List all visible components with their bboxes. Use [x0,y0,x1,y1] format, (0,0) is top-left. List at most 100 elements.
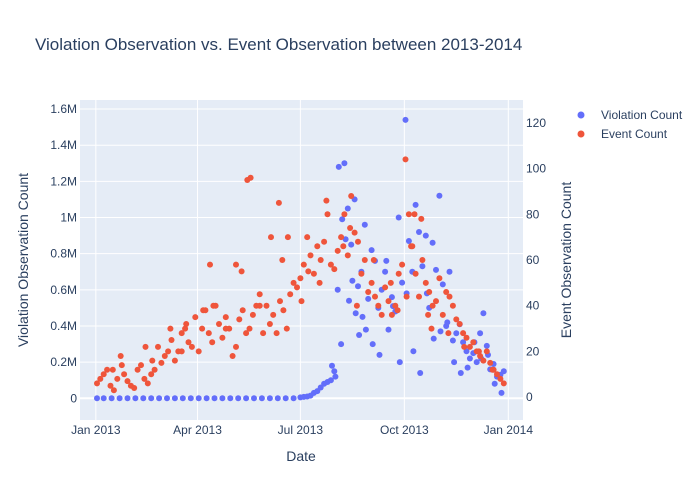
violation-point [140,395,147,402]
violation-point [410,348,417,355]
event-point [408,243,415,250]
legend-label-event: Event Count [601,127,668,141]
event-point [428,325,435,332]
event-point [247,174,254,181]
legend-item-violation[interactable]: Violation Count [577,108,683,122]
event-point [300,261,307,268]
event-point [290,279,297,286]
event-point [298,298,305,305]
event-point [331,266,338,273]
event-point [416,293,422,300]
event-point [233,343,239,350]
event-point [178,348,185,355]
event-point [155,343,161,350]
y2-tick-label: 60 [526,253,540,267]
y2-tick-label: 80 [526,207,540,221]
event-point [433,298,439,305]
violation-point [282,395,289,402]
violation-point [227,395,234,402]
y2-tick-label: 0 [526,390,533,404]
violation-point [491,380,498,387]
violation-point [453,330,460,337]
violation-point [258,395,265,402]
event-point [148,371,155,378]
violation-point [388,294,395,301]
legend-item-event[interactable]: Event Count [577,127,668,141]
event-point [388,311,395,318]
violation-point [446,268,453,275]
violation-point [94,395,100,402]
y-tick-label: 1.4M [50,138,77,152]
event-point [256,302,263,309]
violation-point [148,395,155,402]
violation-point [376,351,383,358]
x-tick-label: Oct 2013 [380,423,429,437]
violation-point [383,257,390,264]
y-axis-ticks: 0 0.2M 0.4M 0.6M 0.8M 1M 1.2M 1.4M 1.6M [50,102,77,405]
violation-point [341,160,348,167]
y-tick-label: 0 [70,391,77,405]
x-axis-label: Date [286,448,316,464]
y-tick-label: 1M [60,211,77,225]
plot-area [80,100,523,420]
violation-point [352,310,359,317]
violation-point [365,295,372,302]
violation-point [368,247,375,254]
event-point [107,382,114,389]
y2-tick-label: 40 [526,299,540,313]
event-point [338,234,345,241]
violation-point [356,332,363,338]
violation-point [473,359,480,366]
violation-point [290,395,297,402]
violation-point [342,236,349,243]
event-point [205,330,212,337]
event-point [260,330,267,337]
violation-point [361,221,368,228]
event-point [463,334,470,341]
event-point [446,293,453,300]
event-point [200,307,207,314]
violation-point [430,335,437,342]
violation-point [396,359,403,366]
event-point [195,348,202,355]
event-point [134,366,141,373]
violation-point [500,368,507,375]
violation-point [395,214,402,221]
event-point [238,268,245,275]
event-point [263,302,270,309]
violation-point [195,395,202,402]
event-point [324,211,331,218]
violation-point [100,395,107,402]
event-point [207,261,213,268]
x-axis-ticks: Jan 2013 Apr 2013 Jul 2013 Oct 2013 Jan 2014 [71,423,533,437]
violation-point [211,395,218,402]
event-point [445,330,452,337]
event-point [182,325,189,332]
legend-marker-violation [577,111,585,119]
event-point [168,337,175,343]
event-point [149,357,156,364]
event-point [117,353,124,359]
event-point [351,229,358,236]
violation-point [405,238,412,244]
event-point [411,211,418,218]
violation-point [332,373,339,380]
event-point [268,234,274,241]
event-point [110,387,117,394]
event-point [284,234,291,241]
event-point [480,357,487,364]
event-point [151,366,158,373]
violation-point [464,364,471,371]
event-point [405,211,412,218]
violation-point [417,370,424,376]
violation-point [412,201,419,208]
event-point [307,252,314,259]
event-point [358,270,365,277]
violation-point [349,277,356,284]
legend[interactable]: Violation Count Event Count [577,108,683,141]
event-point [418,215,425,222]
event-point [178,330,185,337]
event-point [355,238,361,245]
violation-point [266,395,273,402]
event-point [395,270,402,277]
